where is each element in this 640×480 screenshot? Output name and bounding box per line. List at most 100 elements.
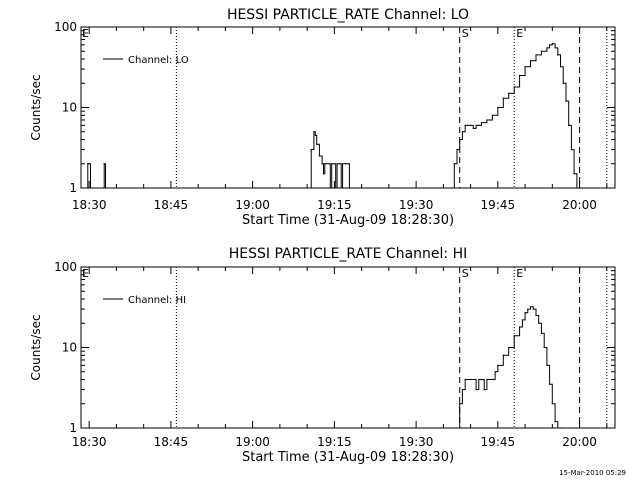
data-point [325, 163, 327, 165]
chart-title: HESSI PARTICLE_RATE Channel: HI [229, 246, 467, 262]
data-point [470, 124, 472, 126]
data-point [472, 378, 474, 381]
data-point [324, 163, 326, 165]
data-point [322, 173, 325, 175]
data-point [461, 388, 464, 391]
marker-label: E [82, 267, 89, 280]
data-point [478, 378, 480, 381]
data-point [494, 371, 496, 373]
data-point [519, 74, 521, 77]
plot-frame [80, 266, 616, 429]
data-point [480, 378, 483, 381]
data-point [557, 54, 559, 56]
data-point [350, 187, 352, 189]
data-point [456, 427, 458, 429]
data-point [313, 131, 315, 133]
data-point [491, 378, 493, 381]
data-point [459, 138, 461, 141]
data-point [513, 86, 515, 88]
data-point [89, 187, 92, 189]
x-tick-label: 19:15 [317, 198, 352, 212]
data-point [467, 378, 469, 381]
data-point [554, 47, 556, 49]
data-point [486, 119, 488, 121]
data-point [543, 346, 545, 349]
data-point [508, 92, 510, 94]
data-point [85, 187, 88, 189]
data-point [103, 163, 105, 165]
data-point [88, 163, 90, 165]
data-point [306, 187, 308, 189]
x-tick-label: 18:30 [72, 198, 107, 212]
data-point [529, 60, 532, 62]
data-point [554, 421, 556, 423]
data-point [456, 148, 458, 151]
data-point [331, 163, 333, 165]
panel-lo: HESSI PARTICLE_RATE Channel: LO 18:30 18:4… [29, 7, 616, 228]
data-point [491, 114, 493, 116]
data-point [470, 378, 472, 381]
marker-label: E [82, 27, 89, 40]
data-point [576, 187, 578, 189]
data-point [502, 97, 504, 99]
data-point [480, 121, 483, 124]
marker-label: E [516, 267, 523, 280]
data-point [557, 427, 559, 429]
x-tick-label: 18:45 [154, 435, 189, 449]
x-tick-label: 18:30 [72, 435, 107, 449]
y-tick-label: 1 [69, 421, 77, 435]
data-point [529, 306, 532, 308]
data-point [532, 308, 534, 310]
chart-title: HESSI PARTICLE_RATE Channel: LO [227, 7, 469, 23]
data-point [538, 322, 540, 324]
data-point [91, 187, 93, 189]
x-tick-label: 19:30 [399, 435, 434, 449]
x-tick-label: 19:00 [235, 198, 270, 212]
data-point [559, 427, 562, 429]
data-point [565, 100, 567, 102]
data-point [475, 124, 477, 126]
data-point [524, 312, 526, 314]
data-point [540, 332, 543, 334]
data-point [316, 143, 318, 145]
data-point [508, 346, 510, 349]
data-point [472, 127, 474, 130]
x-tick-label: 19:00 [235, 435, 270, 449]
footer-timestamp: 15-Mar-2010 05:29 [559, 469, 626, 477]
data-point [549, 383, 551, 385]
y-axis-label: Counts/sec [29, 74, 43, 140]
panel-hi: HESSI PARTICLE_RATE Channel: HI 18:30 18:4… [29, 246, 616, 465]
data-point [341, 163, 344, 165]
data-point [546, 364, 548, 366]
data-point [336, 163, 338, 165]
data-point [486, 378, 488, 381]
data-point [453, 163, 455, 165]
data-point [344, 163, 346, 165]
data-point [361, 187, 363, 189]
series-line [457, 306, 561, 429]
data-point [478, 124, 480, 126]
data-point [459, 403, 461, 405]
data-point [535, 54, 537, 56]
data-point [497, 364, 499, 366]
marker-label: S [462, 267, 469, 280]
data-point [502, 354, 504, 356]
x-tick-label: 19:45 [481, 198, 516, 212]
data-point [329, 187, 331, 189]
legend-label: Channel: LO [128, 55, 189, 66]
data-point [464, 124, 466, 126]
data-point [570, 148, 573, 151]
y-tick-label: 10 [62, 101, 77, 115]
x-tick-label: 19:45 [481, 435, 516, 449]
data-point [314, 134, 316, 137]
data-point [546, 47, 548, 49]
data-point [568, 124, 570, 126]
data-point [347, 163, 349, 165]
data-point [321, 163, 323, 165]
x-axis-label: Start Time (31-Aug-09 18:28:30) [242, 450, 454, 465]
data-point [310, 148, 312, 151]
x-tick-label: 19:15 [317, 435, 352, 449]
y-tick-label: 100 [54, 260, 77, 274]
data-point [461, 131, 464, 133]
